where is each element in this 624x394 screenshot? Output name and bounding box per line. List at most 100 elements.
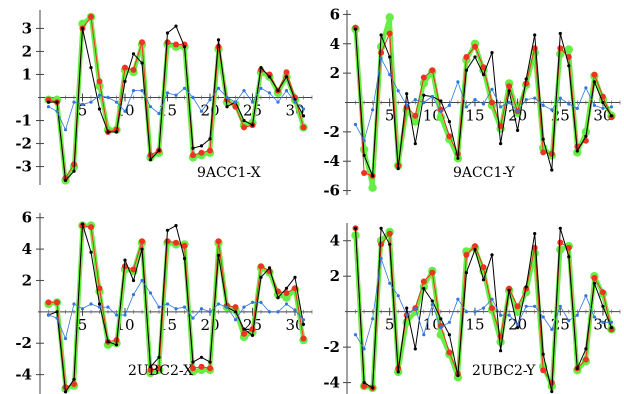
- data-point: [89, 66, 93, 70]
- data-point: [371, 386, 375, 390]
- data-point: [463, 251, 470, 258]
- data-point: [301, 107, 306, 111]
- data-point: [582, 356, 589, 363]
- data-point: [481, 278, 486, 282]
- data-point: [89, 302, 93, 306]
- data-point: [430, 303, 434, 307]
- data-point: [463, 54, 470, 60]
- data-point: [191, 146, 195, 150]
- data-point: [283, 290, 290, 296]
- data-point: [301, 318, 306, 322]
- data-point: [362, 139, 366, 143]
- data-point: [131, 278, 136, 283]
- series-black: [46, 24, 306, 182]
- data-point: [242, 89, 246, 93]
- data-point: [540, 149, 547, 156]
- data-point: [524, 304, 528, 308]
- data-point: [216, 86, 221, 90]
- data-point: [507, 100, 511, 105]
- data-point: [174, 93, 178, 97]
- data-point: [190, 152, 196, 159]
- data-point: [131, 89, 136, 93]
- data-point: [131, 293, 136, 297]
- data-point: [276, 89, 280, 93]
- x-tick-label: 5: [385, 107, 395, 125]
- data-point: [422, 93, 426, 97]
- data-point: [564, 45, 573, 54]
- y-tick-label: -6: [323, 182, 340, 200]
- data-point: [533, 33, 537, 37]
- data-point: [114, 100, 119, 104]
- y-tick-label: 4: [22, 240, 32, 258]
- series-blue: [46, 86, 306, 132]
- data-point: [575, 106, 579, 110]
- data-point: [446, 133, 453, 140]
- data-point: [80, 222, 85, 226]
- y-tick-label: 3: [22, 19, 32, 37]
- data-point: [267, 266, 272, 270]
- data-point: [173, 239, 179, 246]
- data-point: [464, 310, 468, 314]
- x-tick-label: 10: [423, 107, 442, 125]
- series-black: [353, 226, 614, 394]
- data-point: [140, 278, 144, 283]
- data-point: [95, 81, 104, 91]
- data-point: [276, 296, 280, 300]
- data-point: [140, 89, 144, 93]
- data-point: [208, 98, 212, 102]
- data-point: [233, 100, 238, 104]
- data-point: [96, 285, 103, 292]
- data-point: [225, 305, 229, 309]
- data-point: [293, 275, 297, 279]
- data-point: [156, 365, 162, 372]
- data-point: [548, 150, 555, 157]
- data-point: [447, 120, 451, 124]
- data-point: [55, 310, 59, 314]
- data-point: [592, 80, 597, 84]
- data-point: [46, 100, 51, 104]
- data-point: [541, 137, 545, 141]
- data-point: [165, 228, 170, 232]
- x-tick-label: 5: [385, 316, 395, 334]
- data-point: [165, 31, 170, 35]
- data-point: [182, 256, 187, 261]
- data-point: [396, 370, 400, 374]
- data-point: [405, 92, 409, 96]
- y-tick-label: 2: [22, 271, 32, 289]
- data-point: [55, 100, 59, 104]
- data-point: [233, 318, 238, 322]
- data-point: [45, 299, 52, 306]
- data-point: [540, 367, 547, 374]
- x-tick-label: 20: [200, 316, 219, 334]
- data-point: [473, 55, 477, 59]
- data-point: [413, 98, 417, 102]
- data-point: [46, 105, 51, 109]
- data-point: [523, 80, 530, 87]
- data-point: [516, 322, 520, 326]
- data-point: [480, 264, 487, 271]
- x-tick-label: 5: [78, 102, 88, 120]
- y-tick-label: 2: [330, 267, 340, 285]
- y-tick-label: 2: [330, 64, 340, 82]
- data-point: [80, 102, 85, 106]
- data-point: [173, 41, 179, 48]
- data-point: [198, 149, 205, 156]
- data-point: [266, 71, 273, 78]
- data-point: [89, 250, 93, 254]
- data-point: [368, 183, 377, 192]
- data-point: [267, 91, 272, 95]
- data-point: [114, 313, 119, 317]
- data-point: [371, 108, 375, 112]
- data-point: [429, 269, 436, 276]
- data-point: [385, 13, 394, 22]
- data-point: [584, 294, 588, 298]
- panel-title: 2UBC2-X: [128, 363, 193, 379]
- data-point: [301, 322, 306, 326]
- data-point: [250, 333, 255, 337]
- data-point: [96, 78, 103, 85]
- data-point: [157, 112, 161, 116]
- data-point: [584, 86, 588, 90]
- data-point: [430, 299, 434, 303]
- data-point: [581, 127, 591, 137]
